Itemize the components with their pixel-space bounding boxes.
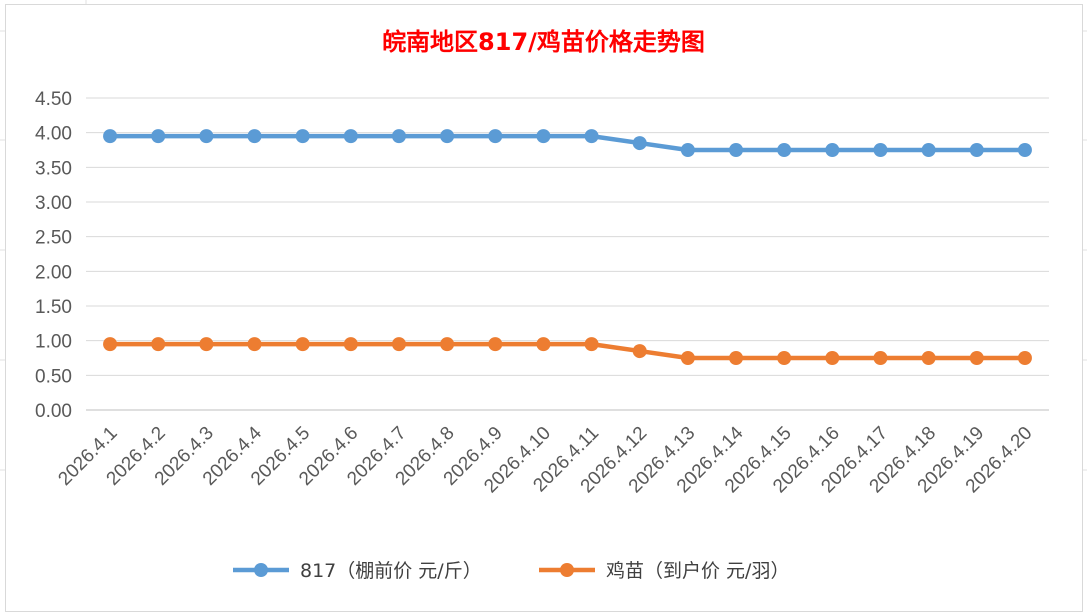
series-2-point — [873, 351, 888, 365]
y-tick-label: 2.00 — [35, 262, 72, 283]
y-tick-label: 3.00 — [35, 193, 72, 214]
series-2-point — [103, 337, 118, 352]
y-tick-label: 0.50 — [35, 366, 72, 387]
series-2-point — [969, 351, 984, 365]
series-2-point — [777, 351, 792, 365]
legend-marker-2 — [560, 563, 574, 577]
series-1-point — [584, 129, 599, 144]
series-1-point — [440, 129, 455, 144]
series-2-point — [632, 344, 647, 359]
series-line-2 — [110, 341, 1025, 361]
legend-label-2: 鸡苗（到户价 元/羽） — [606, 560, 789, 582]
series-1-point — [536, 129, 551, 144]
series-2-point — [729, 351, 744, 365]
series-2-point — [1017, 351, 1032, 365]
series-2-point — [343, 337, 358, 352]
series-1-point — [1017, 143, 1032, 157]
series-1-point — [343, 129, 358, 144]
series-1-point — [969, 143, 984, 157]
series-1-point — [729, 143, 744, 157]
legend-label-1: 817（棚前价 元/斤） — [300, 560, 482, 582]
series-2-point — [247, 337, 262, 352]
y-tick-label: 3.50 — [35, 158, 72, 179]
series-2-point — [440, 337, 455, 352]
series-1-point — [199, 129, 214, 144]
chart-area[interactable] — [5, 4, 1083, 612]
y-tick-label: 0.00 — [35, 401, 72, 422]
series-1-point — [103, 129, 118, 144]
y-tick-label: 1.00 — [35, 332, 72, 353]
series-1-point — [247, 129, 262, 144]
series-2-point — [536, 337, 551, 352]
legend-marker-1 — [254, 563, 268, 577]
series-2-point — [295, 337, 310, 352]
series-2-point — [680, 351, 695, 365]
series-1-point — [488, 129, 503, 144]
series-line-1 — [110, 133, 1025, 153]
y-tick-label: 1.50 — [35, 297, 72, 318]
series-1-point — [295, 129, 310, 144]
series-2-point — [151, 337, 166, 352]
series-1-point — [680, 143, 695, 157]
series-2-point — [825, 351, 840, 365]
series-2-point — [391, 337, 406, 352]
series-1-point — [151, 129, 166, 144]
series-2-point — [488, 337, 503, 352]
series-2-point — [584, 337, 599, 352]
y-tick-label: 2.50 — [35, 228, 72, 249]
series-1-point — [777, 143, 792, 157]
series-1-point — [873, 143, 888, 157]
chart-title: 皖南地区817/鸡苗价格走势图 — [382, 28, 705, 56]
y-tick-label: 4.00 — [35, 124, 72, 145]
series-2-point — [921, 351, 936, 365]
series-2-point — [199, 337, 214, 352]
series-1-point — [632, 136, 647, 151]
y-tick-label: 4.50 — [35, 89, 72, 110]
series-1-point — [921, 143, 936, 157]
series-1-point — [391, 129, 406, 144]
series-1-point — [825, 143, 840, 157]
